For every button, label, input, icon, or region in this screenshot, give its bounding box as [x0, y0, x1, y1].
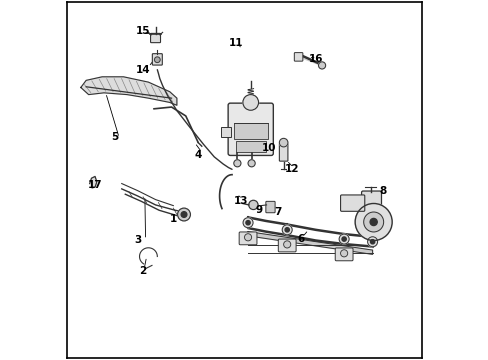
Circle shape — [245, 221, 250, 225]
FancyBboxPatch shape — [228, 103, 273, 156]
Circle shape — [248, 200, 258, 210]
FancyBboxPatch shape — [361, 191, 381, 215]
FancyBboxPatch shape — [335, 248, 352, 261]
Text: 2: 2 — [139, 266, 146, 276]
Bar — [233, 123, 267, 139]
Circle shape — [181, 212, 186, 217]
Text: 5: 5 — [111, 132, 118, 142]
Circle shape — [367, 237, 377, 247]
Circle shape — [154, 57, 160, 63]
FancyBboxPatch shape — [150, 33, 160, 42]
Circle shape — [340, 250, 347, 257]
FancyBboxPatch shape — [279, 144, 287, 161]
Text: 11: 11 — [228, 38, 243, 48]
Text: 6: 6 — [297, 234, 305, 244]
Circle shape — [244, 234, 251, 241]
Circle shape — [369, 219, 376, 226]
Circle shape — [177, 208, 190, 221]
Circle shape — [354, 203, 391, 240]
Circle shape — [283, 241, 290, 248]
Polygon shape — [247, 231, 372, 255]
Text: 13: 13 — [233, 196, 248, 206]
Circle shape — [285, 228, 289, 232]
Circle shape — [370, 240, 374, 244]
Text: 17: 17 — [87, 180, 102, 190]
Text: 1: 1 — [169, 214, 177, 224]
Circle shape — [243, 95, 258, 110]
Text: 14: 14 — [136, 65, 150, 75]
Circle shape — [339, 234, 348, 244]
Polygon shape — [81, 77, 177, 105]
Text: 4: 4 — [194, 150, 202, 160]
FancyBboxPatch shape — [294, 53, 302, 61]
FancyBboxPatch shape — [265, 201, 275, 213]
Text: 3: 3 — [134, 235, 141, 246]
Circle shape — [233, 160, 241, 167]
FancyBboxPatch shape — [239, 232, 256, 245]
Circle shape — [243, 218, 252, 228]
FancyBboxPatch shape — [340, 195, 364, 211]
Text: 7: 7 — [274, 207, 282, 217]
Text: 8: 8 — [379, 186, 386, 196]
Text: 15: 15 — [136, 26, 150, 36]
Circle shape — [318, 62, 325, 69]
Text: 9: 9 — [255, 205, 262, 215]
Text: 10: 10 — [262, 143, 276, 153]
Circle shape — [279, 138, 287, 147]
Polygon shape — [89, 176, 97, 188]
Circle shape — [282, 225, 292, 235]
Bar — [235, 141, 265, 152]
Circle shape — [341, 237, 346, 241]
Text: 12: 12 — [285, 164, 299, 174]
Bar — [221, 127, 231, 137]
FancyBboxPatch shape — [278, 239, 296, 252]
Text: 16: 16 — [308, 54, 322, 64]
Circle shape — [363, 212, 383, 232]
Circle shape — [247, 160, 255, 167]
FancyBboxPatch shape — [152, 54, 162, 65]
